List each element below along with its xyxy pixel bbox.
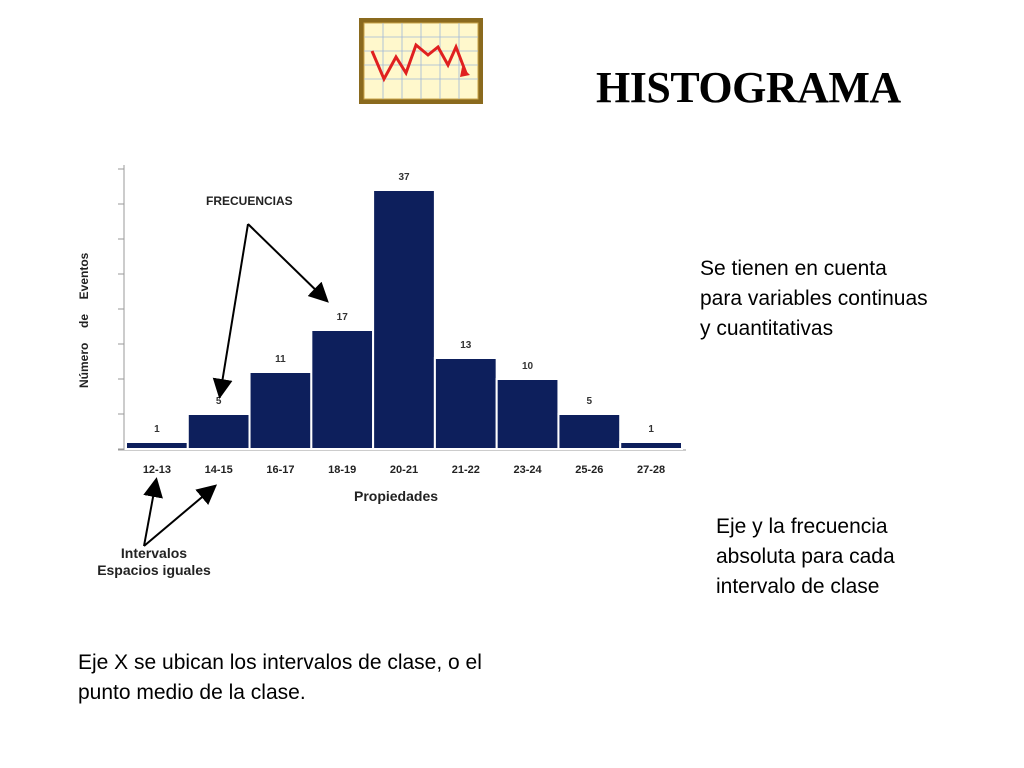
bar-value-label: 1: [154, 424, 160, 435]
bar-value-label: 37: [398, 172, 410, 183]
intervalos-line2: Espacios iguales: [97, 562, 211, 578]
x-tick-label: 16-17: [266, 464, 294, 476]
intervalos-label: Intervalos Espacios iguales: [74, 545, 234, 579]
x-axis-label: Propiedades: [353, 488, 439, 504]
histogram-bar: [186, 413, 251, 450]
frecuencias-label: FRECUENCIAS: [206, 194, 293, 208]
note-y-axis: Eje y la frecuencia absoluta para cada i…: [716, 515, 895, 598]
x-tick-label: 23-24: [513, 464, 542, 476]
x-tick-label: 18-19: [328, 464, 356, 476]
arrow-to-bar-14-15: [212, 223, 249, 399]
x-tick-label: 21-22: [452, 464, 480, 476]
arrow-to-bar-18-19: [247, 223, 329, 303]
histogram-bar: [125, 441, 189, 450]
histogram-bar: [372, 189, 436, 450]
bar-value-label: 1: [648, 424, 654, 435]
x-tick-label: 25-26: [575, 464, 603, 476]
histogram-bar: [495, 378, 560, 450]
line-chart-icon: [359, 18, 483, 104]
intervalos-line1: Intervalos: [120, 545, 188, 561]
x-tick-label: 20-21: [390, 464, 418, 476]
arrow-to-interval-12-13: [143, 477, 163, 547]
histogram-bar: [433, 357, 498, 450]
bar-value-label: 5: [216, 396, 222, 407]
bar-value-label: 10: [522, 361, 534, 372]
note-continuous-variables: Se tienen en cuenta para variables conti…: [700, 257, 928, 340]
arrow-to-interval-14-15: [143, 484, 218, 547]
note-x-axis: Eje X se ubican los intervalos de clase,…: [78, 651, 482, 704]
y-axis-label: Número de Eventos: [77, 252, 91, 388]
histogram-bar: [248, 371, 313, 450]
histogram-bar: [557, 413, 622, 450]
bar-value-label: 5: [587, 396, 593, 407]
x-tick-label: 27-28: [637, 464, 665, 476]
histogram-bar: [310, 329, 375, 450]
bar-value-label: 13: [460, 340, 472, 351]
page-title: HISTOGRAMA: [596, 63, 901, 112]
histogram-bar: [619, 441, 684, 450]
bar-value-label: 11: [275, 354, 286, 365]
x-tick-label: 14-15: [205, 464, 233, 476]
x-tick-label: 12-13: [143, 464, 171, 476]
bar-value-label: 17: [337, 312, 349, 323]
